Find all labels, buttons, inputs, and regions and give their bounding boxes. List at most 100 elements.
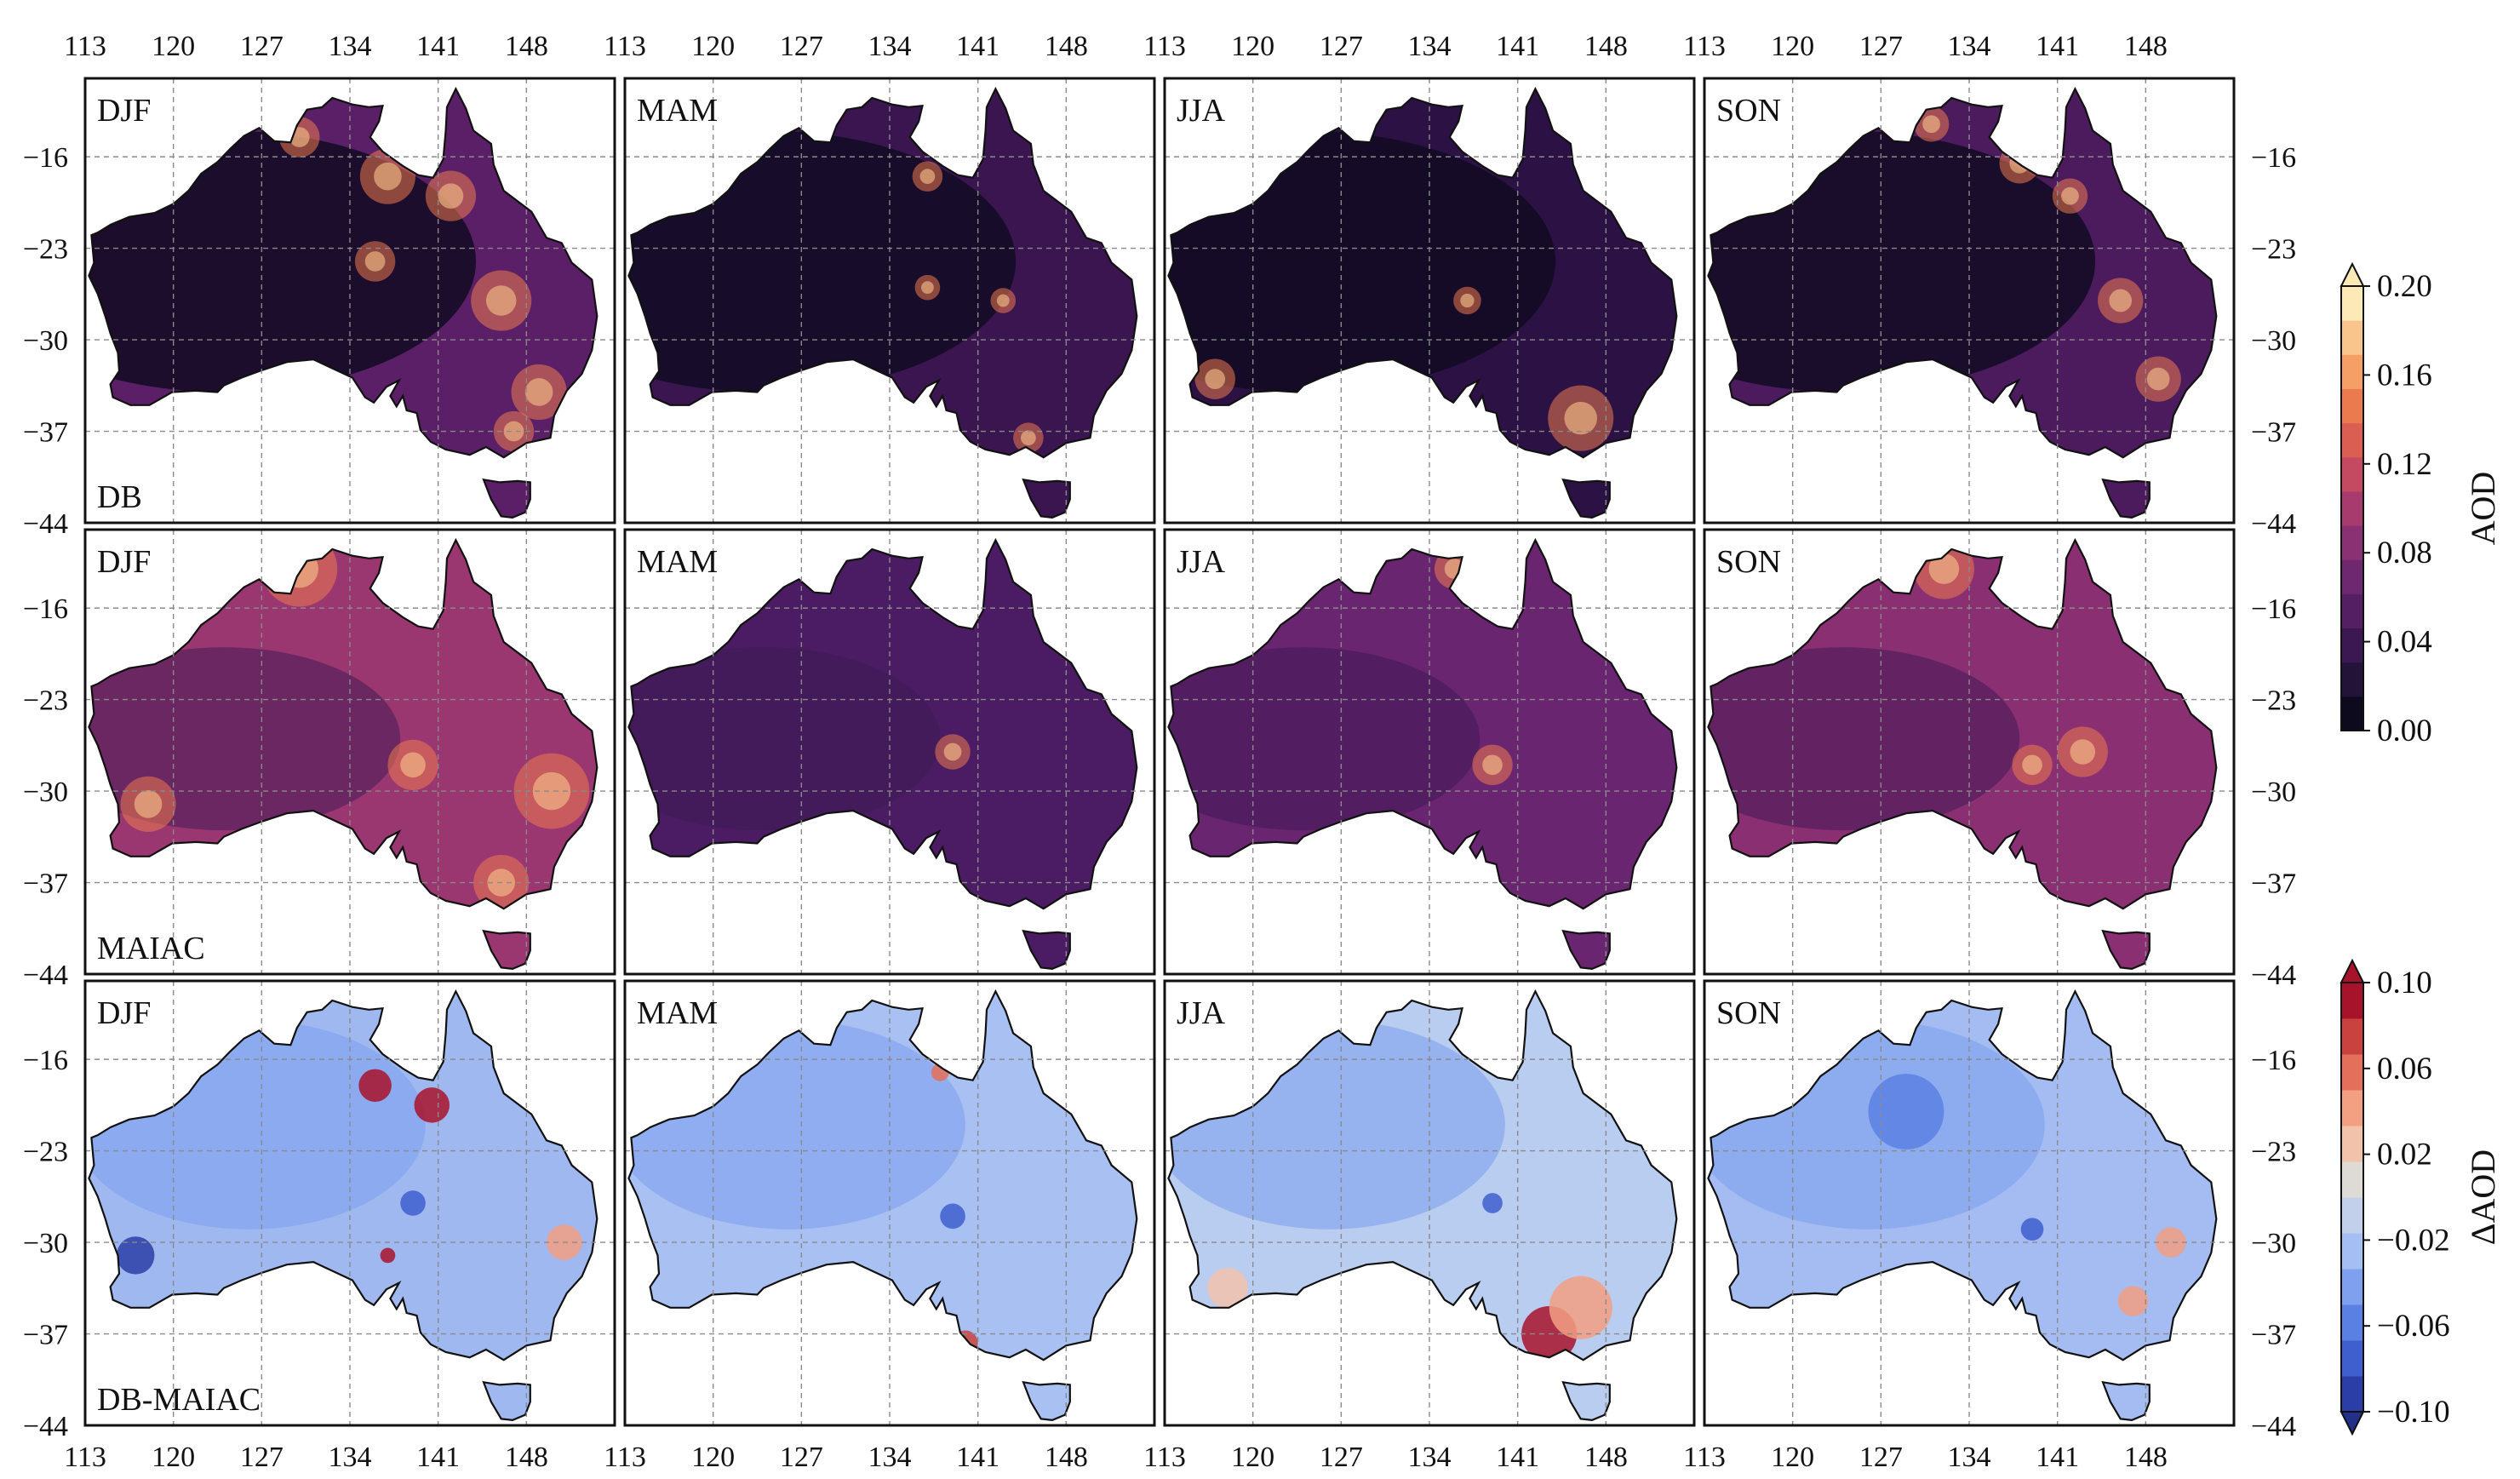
high-aod-core [996,294,1010,307]
panel-db-maiac-son: SON [1703,979,2236,1427]
high-aod-core [1928,553,1960,584]
season-label: MAM [637,544,718,580]
colorbar-frame [2340,285,2364,731]
lon-tick-label: 134 [868,31,912,62]
lon-tick-label: 113 [604,31,646,62]
lon-tick-label: 141 [416,1442,460,1473]
high-aod-core [485,285,517,316]
lat-tick-label: −44 [2251,508,2296,540]
panel-maiac-mam: MAM [623,528,1156,976]
lon-tick-label: 127 [1859,1442,1903,1473]
panel-frame [83,77,616,525]
lat-tick-label: −37 [2251,868,2296,900]
high-aod-core [943,742,962,761]
lon-tick-label: 141 [416,31,460,62]
colorbar-tick-label: −0.06 [2377,1309,2450,1344]
colorbar-bin [2341,1340,2363,1377]
bottom-longitude-ticks: 113 120 127 134 141 148 113 120 127 134 141 148 113 1… [64,1442,2168,1473]
colorbar-bin [2341,628,2363,663]
lat-tick-label: −23 [2251,685,2296,717]
panel-frame [1163,528,1696,976]
high-aod-core [1564,401,1597,435]
panel-frame [83,528,616,976]
colorbar-bin [2341,1376,2363,1413]
lon-tick-label: 113 [604,1442,646,1473]
coastline-tasmania [2101,1380,2151,1422]
season-label: JJA [1177,93,1226,129]
lon-tick-label: 141 [1496,31,1539,62]
lon-tick-label: 113 [1143,31,1186,62]
difference-hotspot [1868,1074,1944,1149]
lat-tick-label: −30 [2251,325,2296,357]
difference-hotspot [940,1203,965,1230]
colorbar-bin [2341,490,2363,526]
lon-tick-label: 134 [1948,31,1991,62]
colorbar-bin [2341,1233,2363,1270]
lat-tick-label: −16 [2251,593,2296,625]
lon-tick-label: 148 [505,1442,548,1473]
lon-tick-label: 148 [1045,31,1088,62]
season-label: SON [1716,544,1781,580]
high-aod-core [2022,754,2042,776]
high-aod-core [919,169,936,185]
delta-aod-colorbar: 0.10 0.06 0.02 −0.02 −0.06 −0.10 ΔAOD [2340,958,2502,1436]
season-label: SON [1716,995,1781,1031]
season-label: DJF [97,93,151,129]
panel-frame [623,528,1156,976]
panel-maiac-djf: DJF MAIAC [83,528,616,976]
season-label: DJF [97,995,151,1031]
lon-tick-label: 148 [1584,1442,1628,1473]
lat-tick-label: −37 [23,868,68,900]
lon-tick-label: 113 [64,31,106,62]
colorbar-bin [2341,1269,2363,1305]
colorbar-bin [2341,422,2363,458]
right-latitude-ticks: −16 −23 −30 −37 −44 −16 −23 −30 −37 −44 −16 −23 −30 −… [2251,142,2296,1442]
lon-tick-label: 120 [1771,31,1814,62]
colorbars: 0.20 0.16 0.12 0.08 0.04 0.00 AOD 0.10 0.06 0.02 −… [2340,261,2502,1436]
colorbar-tick-label: −0.02 [2377,1223,2450,1258]
lon-tick-label: 120 [152,31,195,62]
colorbar-bin [2341,1304,2363,1341]
panel-maiac-son: SON [1703,528,2236,976]
lon-tick-label: 141 [2036,31,2079,62]
season-label: JJA [1177,544,1226,580]
colorbar-extend-max [2340,261,2365,287]
panel-frame [1163,77,1696,525]
coastline [1167,86,1678,459]
panel-maiac-jja: JJA [1163,528,1696,976]
lon-tick-label: 148 [1584,31,1628,62]
lon-tick-label: 120 [1771,1442,1814,1473]
lon-tick-label: 127 [240,1442,284,1473]
colorbar-bin [2341,1054,2363,1091]
coastline-tasmania [1561,929,1611,971]
coastline [1707,989,2218,1361]
colorbar-tick-label: 0.00 [2377,714,2432,748]
season-label: JJA [1177,995,1226,1031]
difference-hotspot [1207,1268,1248,1309]
high-aod-core [374,162,402,191]
panel-frame [1703,77,2236,525]
colorbar-tick-label: 0.04 [2377,625,2432,660]
lat-tick-label: −44 [23,508,68,540]
lon-tick-label: 127 [780,1442,823,1473]
lon-tick-label: 148 [2124,1442,2168,1473]
low-aod-region [1708,647,2020,831]
high-aod-core [1922,115,1940,134]
lon-tick-label: 120 [691,1442,735,1473]
panel-db-mam: MAM [623,77,1156,525]
lon-tick-label: 134 [329,1442,372,1473]
lat-tick-label: −16 [23,593,68,625]
lon-tick-label: 148 [2124,31,2168,62]
lon-tick-label: 127 [1859,31,1903,62]
colorbar-frame [2340,982,2364,1413]
colorbar-tick-label: 0.10 [2377,966,2432,1000]
row-label: MAIAC [97,931,205,966]
difference-hotspot [2020,1218,2044,1241]
coastline [1167,537,1678,910]
lon-tick-label: 127 [240,31,284,62]
colorbar-bin [2341,593,2363,629]
colorbar-extend-max [2340,958,2365,983]
colorbar-bin [2341,559,2363,594]
lon-tick-label: 127 [1320,1442,1363,1473]
high-aod-core [1482,754,1503,776]
